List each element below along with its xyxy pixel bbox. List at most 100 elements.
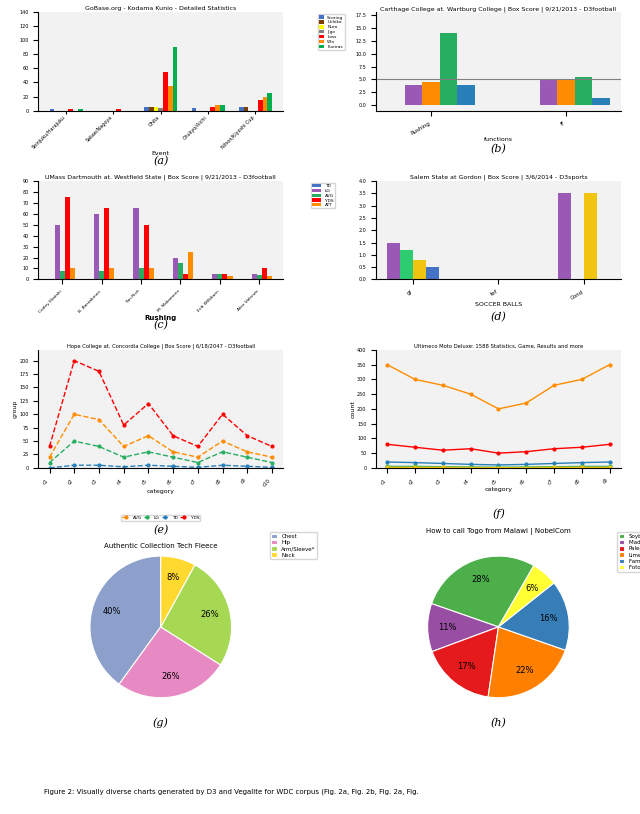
AVG <box>70 409 78 419</box>
LG <box>268 457 276 467</box>
Bar <box>215 105 220 111</box>
Text: 22%: 22% <box>516 666 534 675</box>
group2 <box>467 444 474 453</box>
group5 <box>383 462 391 472</box>
group3 <box>411 457 419 467</box>
LG <box>70 436 78 446</box>
Text: 6%: 6% <box>525 584 538 593</box>
group1 <box>467 389 474 399</box>
TD <box>268 462 276 472</box>
Wedge shape <box>488 627 565 698</box>
TD <box>45 463 53 473</box>
LG <box>243 453 251 462</box>
group4 <box>439 462 447 471</box>
Line: group5: group5 <box>386 466 611 469</box>
Bar <box>68 109 73 111</box>
group2 <box>578 442 586 452</box>
TD <box>120 462 127 472</box>
X-axis label: Event: Event <box>152 151 170 156</box>
group4 <box>578 462 586 471</box>
group1 <box>550 380 558 390</box>
group4 <box>411 462 419 471</box>
group3 <box>495 460 502 470</box>
Bar <box>257 275 262 279</box>
Bar <box>258 100 262 111</box>
group3 <box>522 459 530 469</box>
AVG <box>169 447 177 457</box>
Text: 17%: 17% <box>457 662 476 671</box>
Bar <box>149 107 154 111</box>
AVG <box>268 453 276 462</box>
Bar <box>404 85 422 105</box>
TD <box>219 461 227 470</box>
TD <box>145 461 152 470</box>
Bar <box>99 270 104 279</box>
X-axis label: category: category <box>147 489 175 494</box>
TD <box>194 462 202 472</box>
Bar <box>70 269 75 279</box>
Y-axis label: group: group <box>13 400 18 418</box>
Bar <box>94 214 99 279</box>
AVG <box>243 447 251 457</box>
Bar <box>168 86 173 111</box>
YDS <box>243 431 251 440</box>
Bar <box>227 276 232 279</box>
Text: 26%: 26% <box>161 672 180 681</box>
Bar <box>422 82 440 105</box>
group1 <box>411 374 419 384</box>
Wedge shape <box>90 556 161 685</box>
Bar <box>220 105 225 111</box>
Bar <box>217 274 222 279</box>
group5 <box>550 462 558 472</box>
Bar <box>458 85 475 105</box>
Bar <box>116 109 120 111</box>
AVG <box>45 453 53 462</box>
Bar <box>440 33 458 105</box>
group1 <box>606 360 614 370</box>
group4 <box>383 462 391 471</box>
Text: (h): (h) <box>490 718 506 728</box>
LG <box>95 441 103 451</box>
Bar <box>173 47 177 111</box>
group3 <box>439 458 447 468</box>
Text: How to call Togo from Malawi | NobelCom: How to call Togo from Malawi | NobelCom <box>426 527 571 535</box>
Text: 28%: 28% <box>472 575 490 584</box>
Legend: Chest, Hip, Arm/Sleeve*, Neck: Chest, Hip, Arm/Sleeve*, Neck <box>269 532 317 559</box>
group1 <box>495 404 502 414</box>
Wedge shape <box>161 556 195 627</box>
YDS <box>145 399 152 409</box>
Text: (g): (g) <box>153 717 169 728</box>
Legend: Soybean, Madam soja, Paleper, Lime, Famen spp, Foto coke: Soybean, Madam soja, Paleper, Lime, Fame… <box>617 532 640 571</box>
Line: LG: LG <box>48 440 273 464</box>
group1 <box>439 380 447 390</box>
AVG <box>120 441 127 451</box>
group5 <box>522 462 530 472</box>
LG <box>120 453 127 462</box>
Text: Figure 2: Visually diverse charts generated by D3 and Vegalite for WDC corpus (F: Figure 2: Visually diverse charts genera… <box>44 789 419 795</box>
Wedge shape <box>161 565 232 665</box>
group4 <box>467 462 474 472</box>
Bar <box>575 77 592 105</box>
group4 <box>550 462 558 471</box>
TD <box>95 461 103 470</box>
Wedge shape <box>431 556 534 627</box>
Bar <box>267 276 272 279</box>
group2 <box>495 449 502 458</box>
Bar <box>413 260 426 279</box>
YDS <box>219 409 227 419</box>
TD <box>169 462 177 471</box>
Bar <box>262 269 267 279</box>
Title: Hope College at. Concordia College | Box Score | 6/18/2047 - D3football: Hope College at. Concordia College | Box… <box>67 344 255 349</box>
X-axis label: functions: functions <box>484 137 513 142</box>
group3 <box>606 457 614 467</box>
Bar <box>387 243 400 279</box>
Bar <box>252 274 257 279</box>
LG <box>145 447 152 457</box>
YDS <box>194 441 202 451</box>
Bar <box>54 225 60 279</box>
Text: (b): (b) <box>490 143 506 154</box>
group4 <box>522 462 530 472</box>
Line: group2: group2 <box>386 443 611 454</box>
Text: (d): (d) <box>490 313 506 322</box>
Bar <box>163 72 168 111</box>
